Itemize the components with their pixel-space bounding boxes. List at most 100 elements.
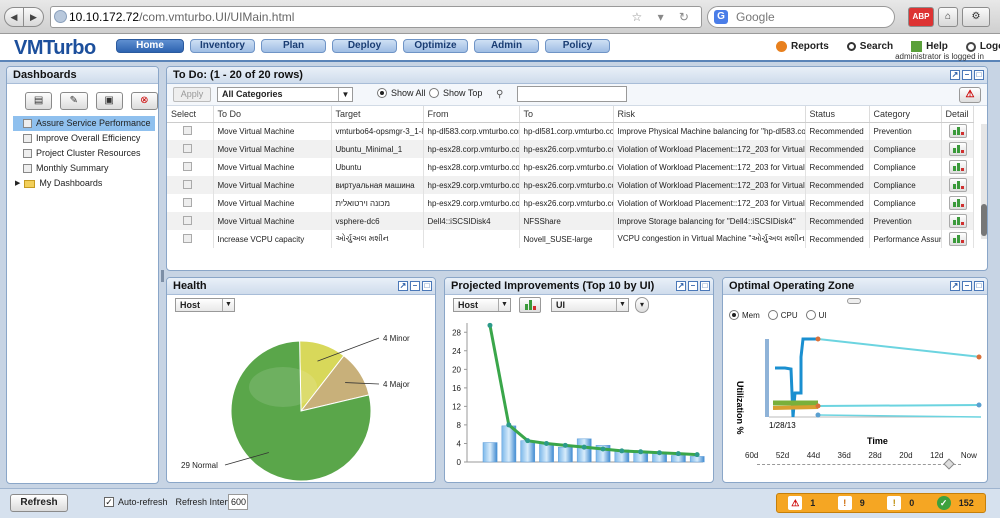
refresh-interval-input[interactable]: 600 — [228, 494, 248, 510]
row-checkbox[interactable] — [183, 233, 192, 243]
forward-button[interactable]: ▶ — [24, 7, 44, 27]
nav-tab-home[interactable]: Home — [116, 39, 184, 53]
refresh-button[interactable]: Refresh — [10, 494, 68, 512]
detail-chart-icon[interactable] — [948, 124, 967, 139]
projected-scope-select[interactable]: Host ▼ — [453, 298, 511, 312]
table-row[interactable]: Move Virtual Machine виртуальная машина hp… — [167, 176, 974, 194]
alert-button[interactable]: ⚠ — [959, 87, 981, 103]
row-checkbox[interactable] — [183, 215, 192, 225]
column-header[interactable]: Status — [805, 106, 870, 123]
apply-button[interactable]: Apply — [173, 87, 211, 102]
nav-tab-deploy[interactable]: Deploy — [332, 39, 397, 53]
minor-count[interactable]: ! 0 — [887, 496, 914, 510]
popout-icon[interactable]: ↗ — [950, 70, 960, 80]
column-header[interactable]: Risk — [613, 106, 806, 123]
minimize-icon[interactable]: – — [962, 70, 972, 80]
dashboard-folder[interactable]: ▶ My Dashboards — [13, 176, 155, 191]
popout-icon[interactable]: ↗ — [398, 281, 408, 291]
health-scope-select[interactable]: Host ▼ — [175, 298, 235, 312]
search-link[interactable]: Search — [846, 41, 893, 52]
maximize-icon[interactable]: □ — [700, 281, 710, 291]
ui-radio[interactable]: UI — [805, 310, 827, 320]
chart-type-button[interactable] — [519, 297, 541, 313]
edit-dashboard-button[interactable]: ✎ — [60, 92, 88, 110]
save-dashboard-button[interactable]: ▣ — [95, 92, 123, 110]
nav-tab-plan[interactable]: Plan — [261, 39, 326, 53]
drag-handle[interactable] — [847, 298, 861, 304]
mem-radio[interactable]: Mem — [729, 310, 760, 320]
todo-filter-input[interactable] — [517, 86, 627, 102]
table-row[interactable]: Move Virtual Machine vmturbo64-opsmgr-3_1… — [167, 122, 974, 140]
star-reload-icons[interactable]: ☆ ▾ ↻ — [631, 10, 695, 24]
detail-chart-icon[interactable] — [948, 196, 967, 210]
delete-dashboard-button[interactable]: ⊗ — [130, 92, 158, 110]
column-header[interactable]: From — [423, 106, 520, 123]
dashboard-item[interactable]: Improve Overall Efficiency — [13, 131, 155, 146]
dashboard-item[interactable]: Monthly Summary — [13, 161, 155, 176]
more-options-button[interactable]: ▾ — [635, 297, 649, 313]
dashboard-item[interactable]: Project Cluster Resources — [13, 146, 155, 161]
column-header[interactable]: To — [519, 106, 614, 123]
maximize-icon[interactable]: □ — [974, 70, 984, 80]
home-button[interactable]: ⌂ — [938, 7, 958, 27]
globe-icon — [54, 10, 67, 23]
browser-search-field[interactable]: G Google — [707, 6, 895, 28]
column-header[interactable]: Target — [331, 106, 424, 123]
table-row[interactable]: Move Virtual Machine vsphere-dc6 Dell4::iS… — [167, 212, 974, 230]
critical-count[interactable]: ⚠ 1 — [788, 496, 815, 510]
detail-chart-icon[interactable] — [948, 232, 967, 246]
popout-icon[interactable]: ↗ — [676, 281, 686, 291]
row-checkbox[interactable] — [183, 143, 192, 153]
header-links: Reports Search Help Logout — [776, 41, 1000, 52]
category-select[interactable]: All Categories ▼ — [217, 87, 353, 102]
address-bar[interactable]: 10.10.172.72/com.vmturbo.UI/UIMain.html … — [50, 6, 702, 28]
minimize-icon[interactable]: – — [410, 281, 420, 291]
table-row[interactable]: Increase VCPU capacity ઓર્ચુઅલ મશીન Novell… — [167, 230, 974, 248]
column-header[interactable]: Detail — [941, 106, 974, 123]
auto-refresh-checkbox[interactable]: ✓ Auto-refresh Refresh Interval — [104, 497, 240, 507]
new-dashboard-button[interactable]: ▤ — [25, 92, 53, 110]
help-link[interactable]: Help — [911, 41, 948, 52]
show-top-radio[interactable]: Show Top — [429, 88, 482, 98]
projected-metric-select[interactable]: UI ▼ — [551, 298, 629, 312]
dashboard-item[interactable]: Assure Service Performance — [13, 116, 155, 131]
detail-chart-icon[interactable] — [948, 214, 967, 228]
timeline-slider[interactable] — [757, 464, 961, 468]
nav-tab-inventory[interactable]: Inventory — [190, 39, 255, 53]
detail-chart-icon[interactable] — [948, 178, 967, 192]
nav-tab-policy[interactable]: Policy — [545, 39, 610, 53]
line-point — [600, 446, 606, 452]
row-checkbox[interactable] — [183, 179, 192, 189]
logout-link[interactable]: Logout — [965, 41, 1000, 52]
adblock-button[interactable]: ABP — [908, 7, 934, 27]
minimize-icon[interactable]: – — [962, 281, 972, 291]
column-header[interactable]: To Do — [213, 106, 332, 123]
detail-chart-icon[interactable] — [948, 160, 967, 174]
window-controls: ↗ – □ — [950, 70, 984, 80]
minimize-icon[interactable]: – — [688, 281, 698, 291]
back-button[interactable]: ◀ — [4, 7, 24, 27]
panel-splitter[interactable] — [161, 270, 164, 282]
row-checkbox[interactable] — [183, 161, 192, 171]
table-row[interactable]: Move Virtual Machine Ubuntu_Minimal_1 hp-e… — [167, 140, 974, 158]
column-header[interactable]: Category — [869, 106, 942, 123]
maximize-icon[interactable]: □ — [974, 281, 984, 291]
table-row[interactable]: Move Virtual Machine Ubuntu hp-esx28.corp.… — [167, 158, 974, 176]
row-checkbox[interactable] — [183, 197, 192, 207]
normal-count[interactable]: ✓ 152 — [936, 496, 974, 510]
scroll-thumb[interactable] — [981, 204, 987, 236]
cpu-radio[interactable]: CPU — [767, 310, 798, 320]
major-count[interactable]: ! 9 — [837, 496, 865, 510]
detail-chart-icon[interactable] — [948, 142, 967, 156]
nav-tab-optimize[interactable]: Optimize — [403, 39, 468, 53]
maximize-icon[interactable]: □ — [422, 281, 432, 291]
column-header[interactable]: Select — [167, 106, 214, 123]
todo-scrollbar[interactable] — [981, 124, 987, 239]
show-all-radio[interactable]: Show All — [377, 88, 426, 98]
row-checkbox[interactable] — [183, 125, 192, 135]
settings-button[interactable]: ⚙ — [962, 7, 990, 27]
popout-icon[interactable]: ↗ — [950, 281, 960, 291]
nav-tab-admin[interactable]: Admin — [474, 39, 539, 53]
reports-link[interactable]: Reports — [776, 41, 829, 52]
table-row[interactable]: Move Virtual Machine מכונה וירטואלית hp-es… — [167, 194, 974, 212]
